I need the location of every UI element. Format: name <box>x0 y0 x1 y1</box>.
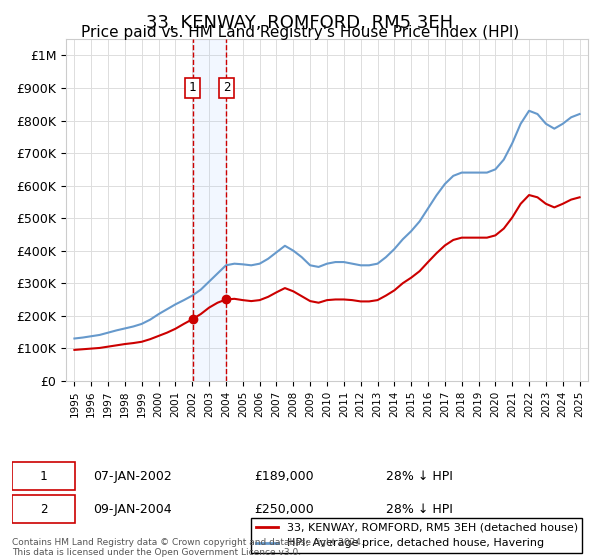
Text: 07-JAN-2002: 07-JAN-2002 <box>92 470 172 483</box>
Text: £189,000: £189,000 <box>254 470 314 483</box>
Text: Price paid vs. HM Land Registry's House Price Index (HPI): Price paid vs. HM Land Registry's House … <box>81 25 519 40</box>
Text: 2: 2 <box>223 82 230 95</box>
Text: 28% ↓ HPI: 28% ↓ HPI <box>386 502 453 516</box>
FancyBboxPatch shape <box>12 495 76 523</box>
FancyBboxPatch shape <box>12 463 76 490</box>
Legend: 33, KENWAY, ROMFORD, RM5 3EH (detached house), HPI: Average price, detached hous: 33, KENWAY, ROMFORD, RM5 3EH (detached h… <box>251 519 583 553</box>
Text: Contains HM Land Registry data © Crown copyright and database right 2024.
This d: Contains HM Land Registry data © Crown c… <box>12 538 364 557</box>
Text: 1: 1 <box>40 470 47 483</box>
Text: 1: 1 <box>189 82 196 95</box>
Text: 09-JAN-2004: 09-JAN-2004 <box>92 502 171 516</box>
Text: £250,000: £250,000 <box>254 502 314 516</box>
Text: 33, KENWAY, ROMFORD, RM5 3EH: 33, KENWAY, ROMFORD, RM5 3EH <box>146 14 454 32</box>
Text: 28% ↓ HPI: 28% ↓ HPI <box>386 470 453 483</box>
Bar <box>193 39 226 381</box>
Text: 2: 2 <box>40 502 47 516</box>
